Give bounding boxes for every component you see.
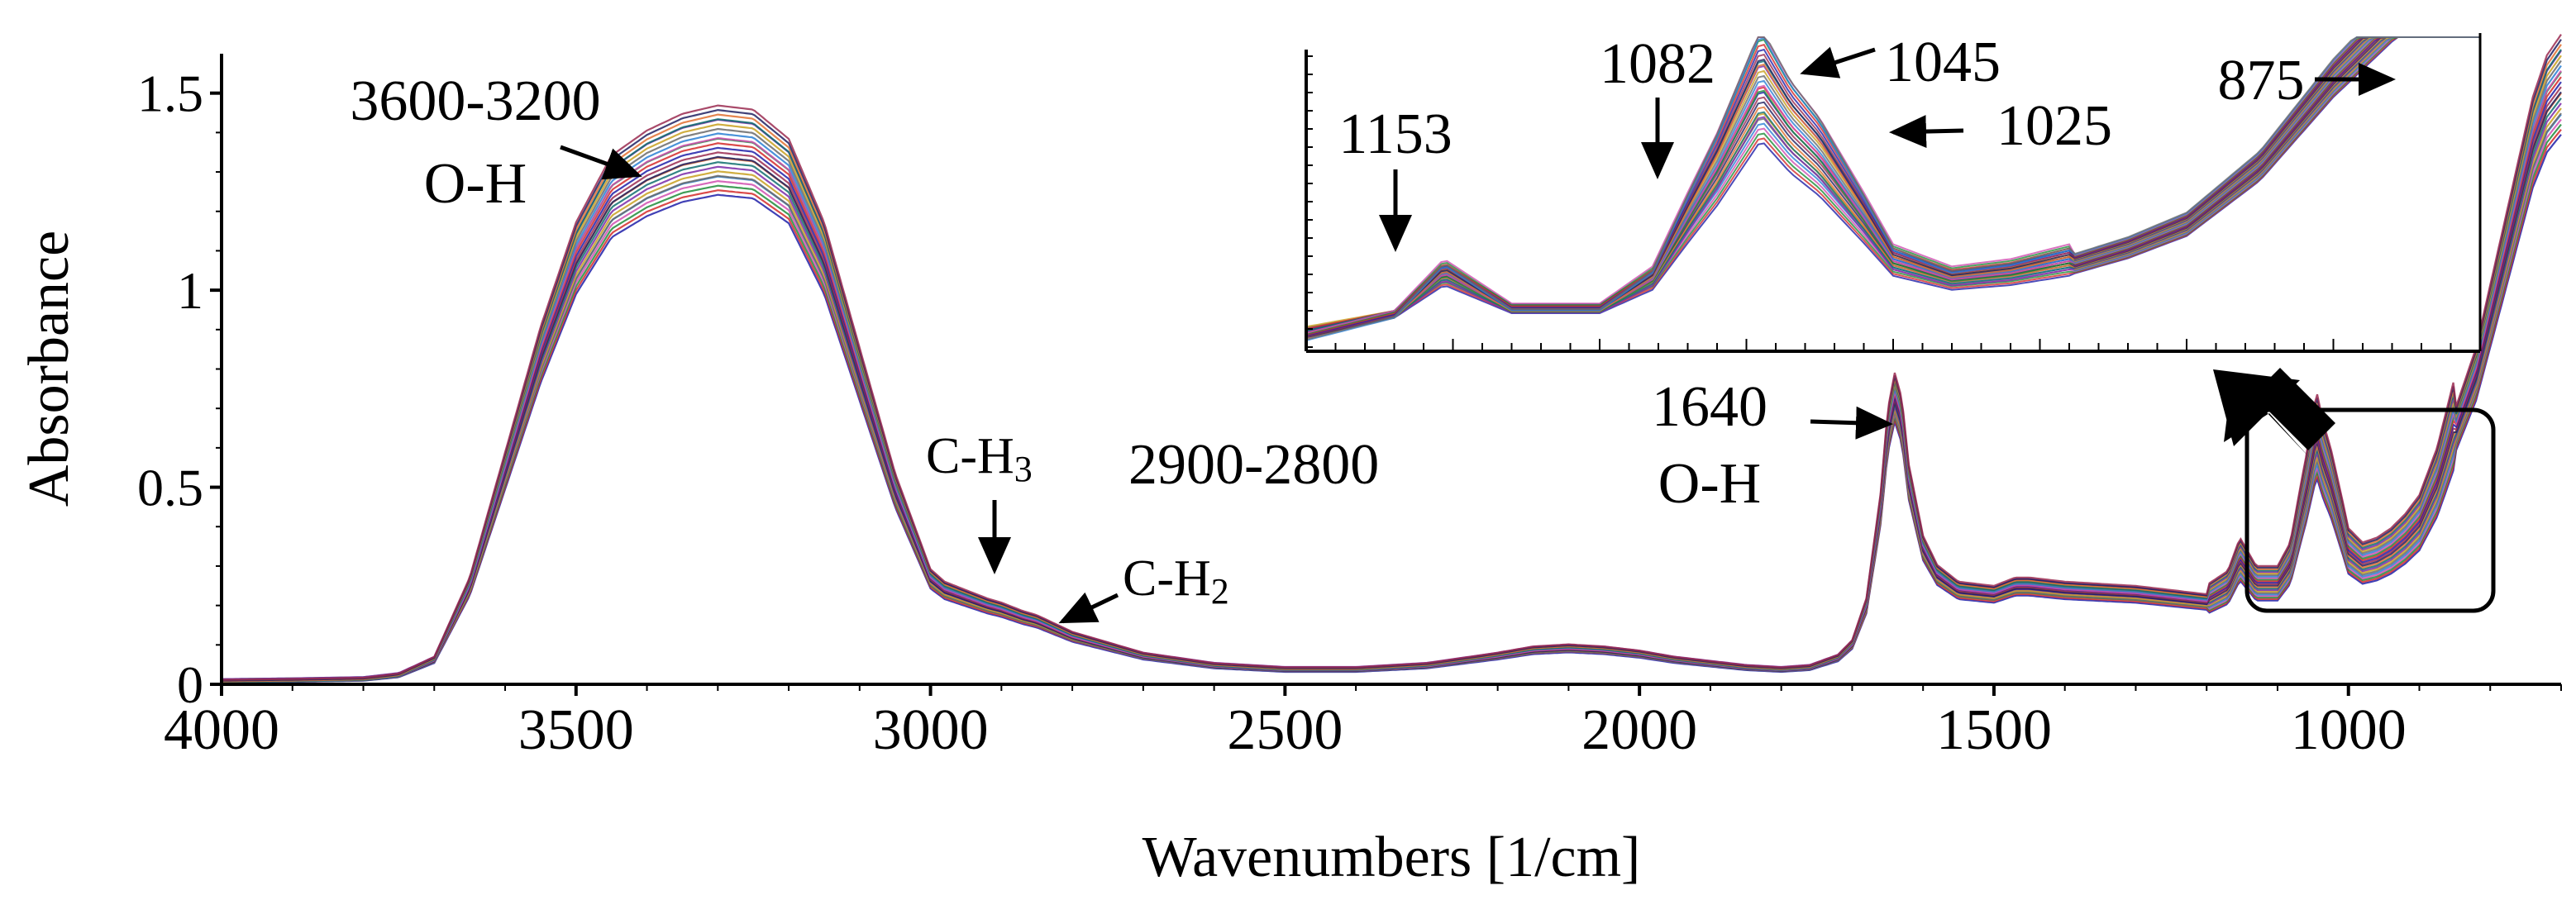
annotation-1640-label: 1640 — [1652, 375, 1767, 439]
x-tick-label: 3000 — [873, 698, 989, 762]
inset-label-1082: 1082 — [1600, 32, 1715, 96]
y-axis-label: Absorbance — [17, 231, 81, 507]
annotation-oh-range: 3600-3200 — [350, 69, 600, 133]
inset-plot: 1153 1082 1045 1025 875 — [1305, 31, 2482, 353]
annotation-ch-range: 2900-2800 — [1128, 433, 1379, 497]
annotation-ch3-label: C-H3 — [926, 428, 1033, 489]
inset-label-1153: 1153 — [1338, 102, 1452, 166]
y-tick-label: 0 — [177, 655, 203, 714]
x-tick-label: 4000 — [164, 698, 279, 762]
zoom-box — [2244, 407, 2496, 613]
x-tick-label: 1500 — [1936, 698, 2052, 762]
inset-ticks — [1305, 55, 2481, 351]
zoom-direction-arrow-shaft — [2253, 368, 2335, 450]
annotation-oh-arrow — [560, 145, 642, 180]
inset-spectrum-line — [1305, 36, 2480, 340]
annotation-1640-oh: O-H — [1658, 452, 1761, 516]
inset-spectra-group — [1305, 36, 2480, 341]
inset-label-875: 875 — [2218, 49, 2305, 112]
y-ticks: 0 0.5 1 1.5 — [137, 64, 222, 714]
annotation-oh-label: O-H — [424, 152, 527, 216]
inset-label-1045: 1045 — [1885, 31, 2001, 94]
x-tick-label: 2500 — [1227, 698, 1343, 762]
y-tick-label: 1 — [177, 261, 203, 320]
annotation-1640-arrow — [1810, 406, 1893, 440]
x-ticks: 4000 3500 3000 2500 2000 1500 1000 — [164, 684, 2562, 762]
inset-label-1025: 1025 — [1996, 94, 2112, 158]
x-tick-label: 3500 — [518, 698, 634, 762]
x-tick-label: 1000 — [2291, 698, 2407, 762]
annotation-ch2-arrow — [1058, 592, 1119, 624]
annotation-ch2-label: C-H2 — [1123, 550, 1229, 612]
inset-arrow-1045 — [1800, 46, 1876, 79]
x-tick-label: 2000 — [1581, 698, 1697, 762]
y-tick-label: 0.5 — [137, 459, 203, 517]
y-tick-label: 1.5 — [137, 64, 203, 123]
inset-arrow-1025 — [1889, 115, 1964, 149]
main-spectra-group — [221, 33, 2562, 683]
x-axis-label: Wavenumbers [1/cm] — [1143, 826, 1641, 889]
